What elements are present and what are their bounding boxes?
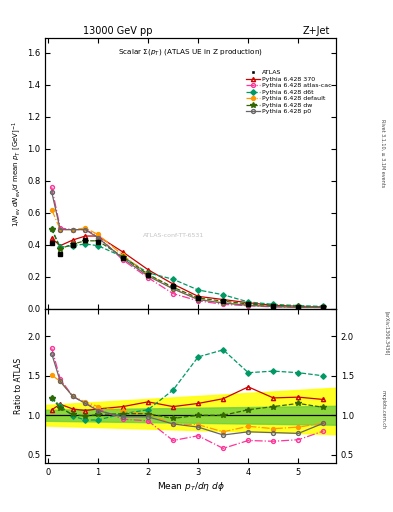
Legend: ATLAS, Pythia 6.428 370, Pythia 6.428 atlas-cac, Pythia 6.428 d6t, Pythia 6.428 : ATLAS, Pythia 6.428 370, Pythia 6.428 at… bbox=[244, 69, 333, 115]
Text: Scalar $\Sigma(p_T)$ (ATLAS UE in Z production): Scalar $\Sigma(p_T)$ (ATLAS UE in Z prod… bbox=[118, 47, 263, 56]
Text: ATLAS-conf-TT-6531: ATLAS-conf-TT-6531 bbox=[143, 233, 204, 238]
Text: [arXiv:1306.3436]: [arXiv:1306.3436] bbox=[385, 311, 389, 355]
Text: Rivet 3.1.10, ≥ 3.1M events: Rivet 3.1.10, ≥ 3.1M events bbox=[381, 119, 386, 188]
X-axis label: Mean $p_T/d\eta\ d\phi$: Mean $p_T/d\eta\ d\phi$ bbox=[157, 480, 224, 493]
Y-axis label: $1/N_{\rm ev}\ dN_{\rm ev}/d\ {\rm mean}\ p_T\ [{\rm GeV}]^{-1}$: $1/N_{\rm ev}\ dN_{\rm ev}/d\ {\rm mean}… bbox=[10, 120, 23, 227]
Text: mcplots.cern.ch: mcplots.cern.ch bbox=[381, 390, 386, 429]
Y-axis label: Ratio to ATLAS: Ratio to ATLAS bbox=[14, 358, 23, 414]
Text: 13000 GeV pp: 13000 GeV pp bbox=[83, 26, 152, 36]
Text: Z+Jet: Z+Jet bbox=[303, 26, 330, 36]
